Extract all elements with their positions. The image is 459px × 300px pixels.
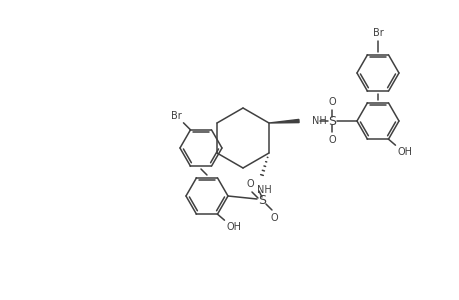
Text: S: S [257,194,265,208]
Text: O: O [246,179,253,189]
Text: O: O [327,135,335,145]
Polygon shape [269,119,298,123]
Text: Br: Br [372,28,382,38]
Text: O: O [327,97,335,107]
Text: O: O [269,213,277,223]
Text: NH: NH [311,116,326,126]
Text: S: S [327,115,335,128]
Text: NH: NH [257,185,271,195]
Text: Br: Br [170,111,181,121]
Text: OH: OH [397,147,412,157]
Text: OH: OH [226,222,241,232]
